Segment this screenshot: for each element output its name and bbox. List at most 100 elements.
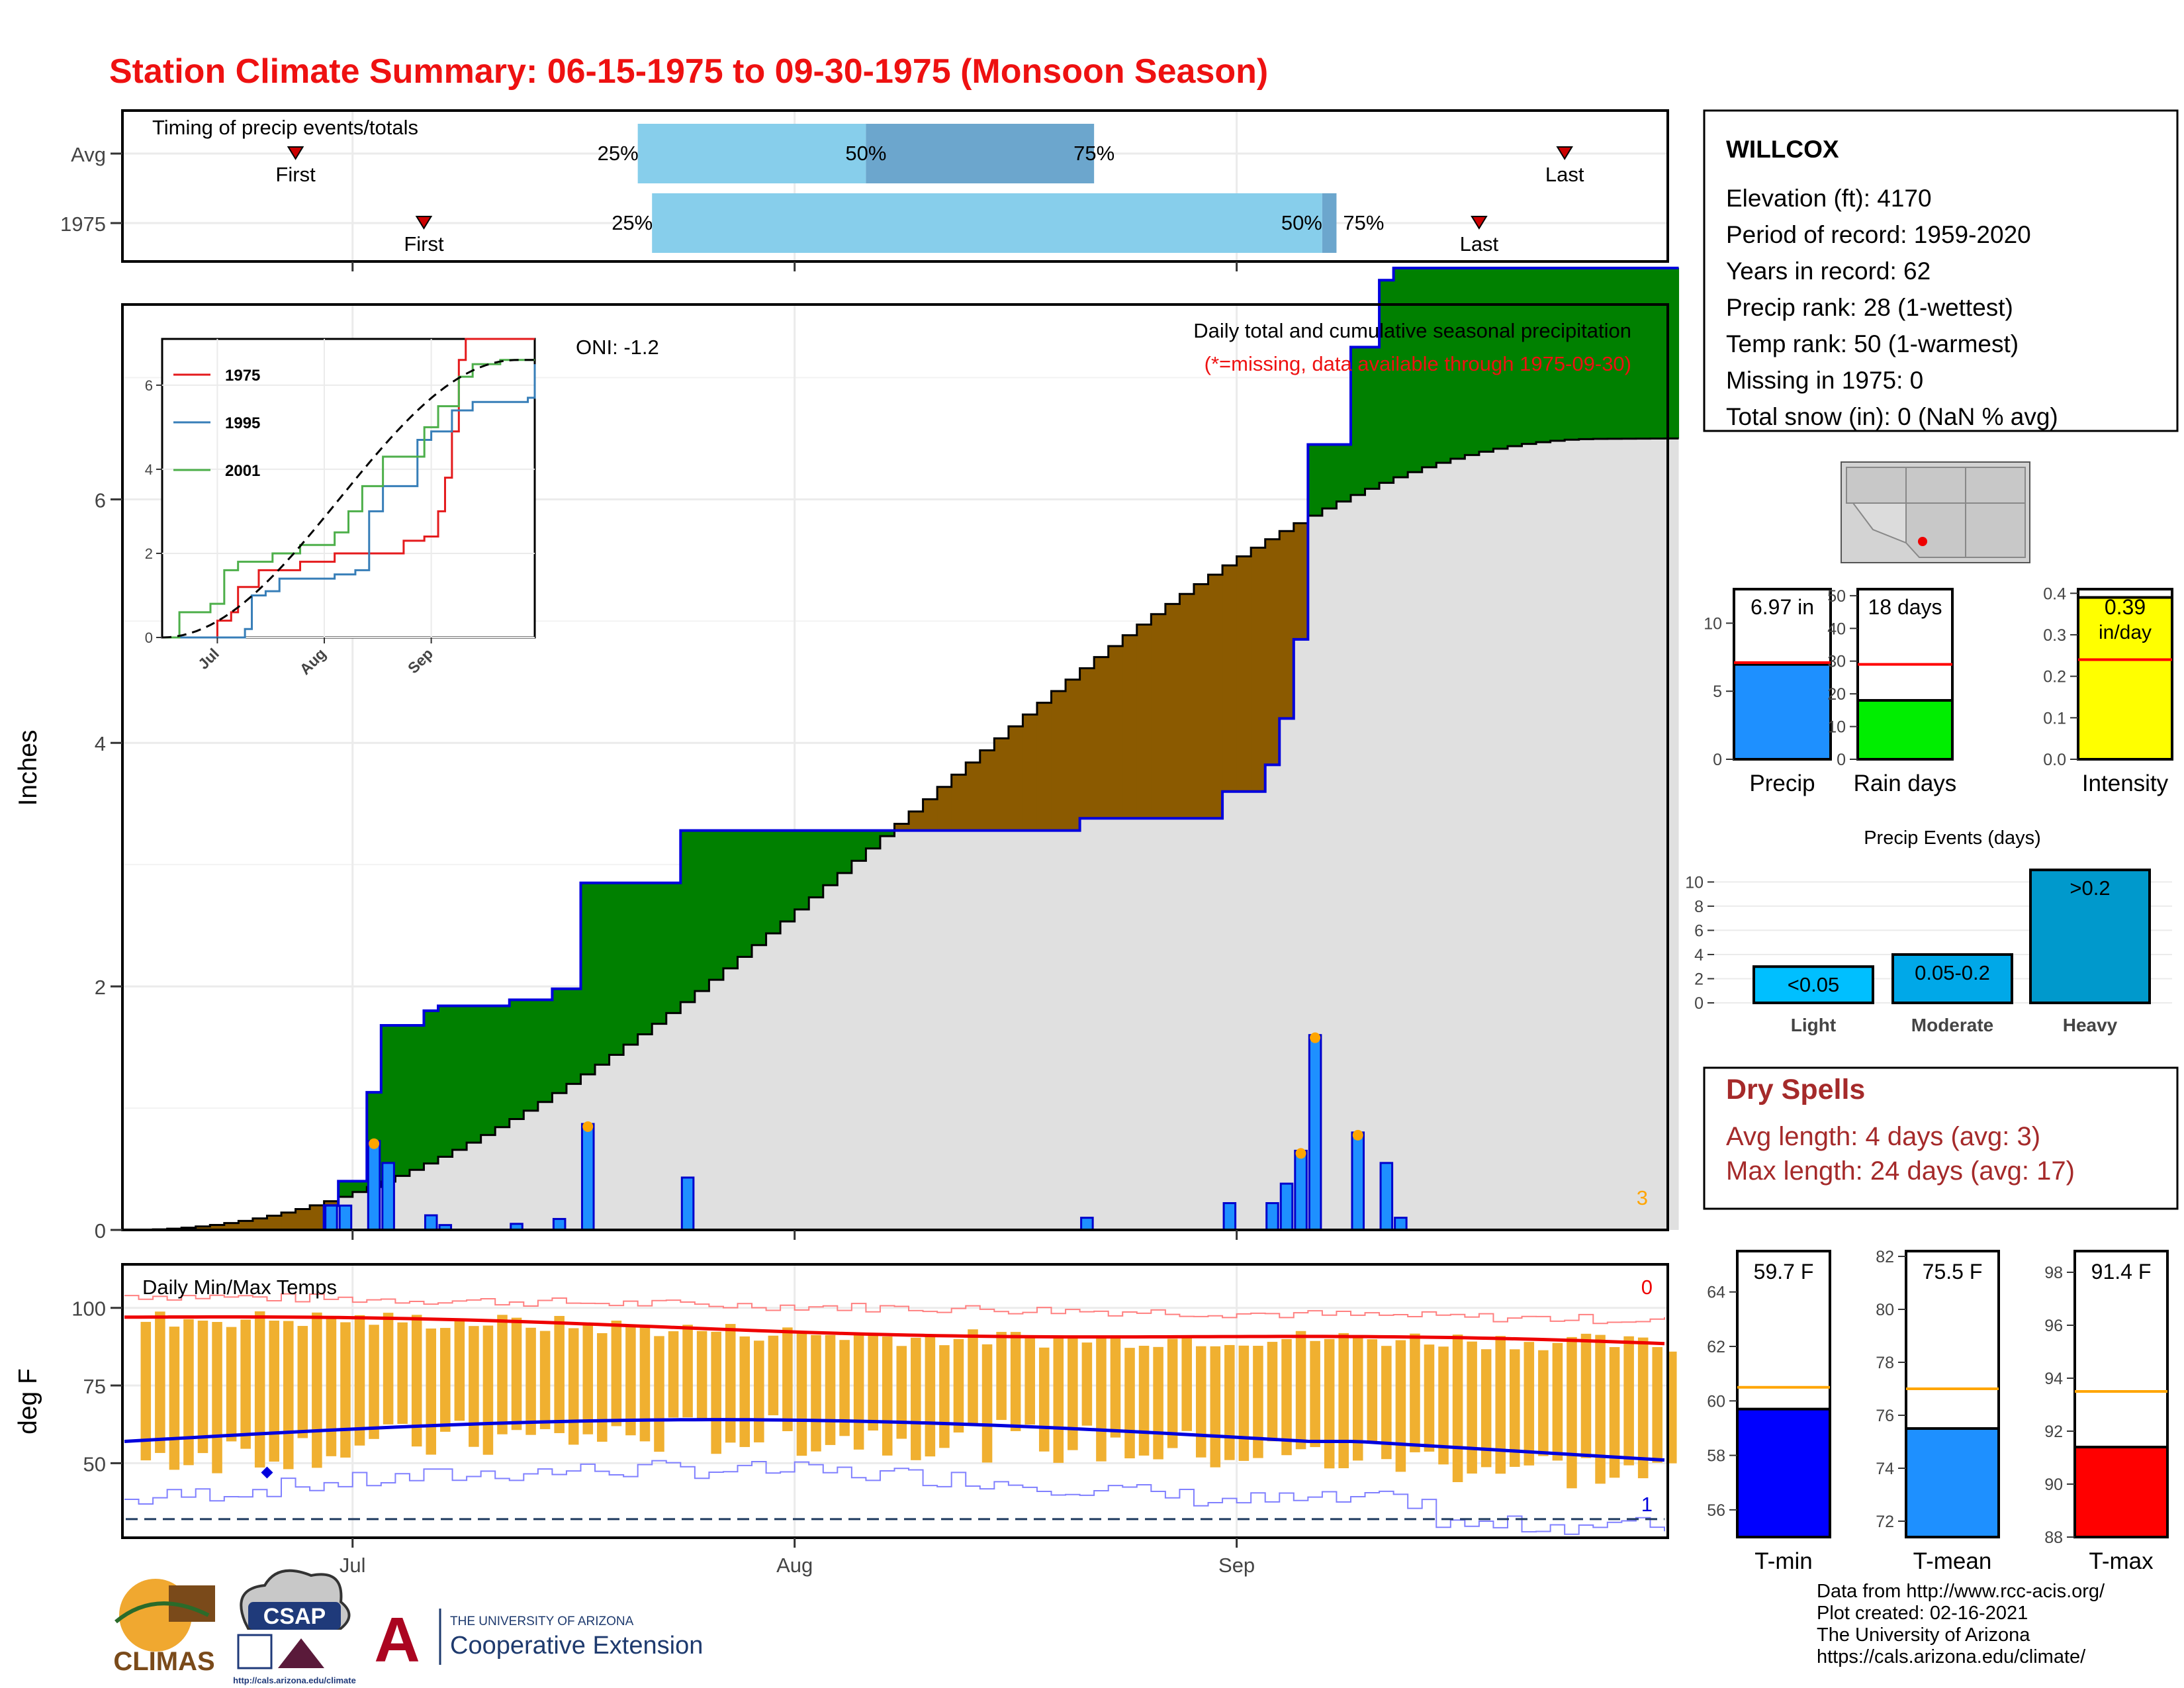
daily-temp-range-bar (582, 1324, 594, 1434)
deficit-area (1179, 594, 1195, 819)
panel-frame (121, 303, 1669, 1231)
daily-temp-range-bar (682, 1325, 693, 1418)
daily-temp-range-bar (1452, 1335, 1463, 1482)
daily-precip-bar (324, 1204, 338, 1231)
summary-value-label: 6.97 in (1751, 595, 1814, 619)
daily-temp-range-bar (312, 1312, 322, 1468)
avg-min-line (124, 1418, 1665, 1462)
daily-temp-range-bar (839, 1340, 850, 1436)
surplus-area (381, 1025, 396, 1182)
daily-temp-range-bar (169, 1327, 180, 1470)
summary-bar-name: Intensity (2082, 771, 2169, 796)
y-tick-label: 0 (95, 1219, 106, 1243)
record-marker (1352, 1129, 1363, 1141)
daily-temp-range-bar (1081, 1342, 1093, 1426)
avg-max-line (124, 1315, 1665, 1346)
surplus-area (1635, 267, 1651, 439)
daily-temp-range-bar (397, 1322, 408, 1424)
temp-tick-label: 62 (1707, 1338, 1725, 1356)
summary-value-label: 18 days (1868, 595, 1942, 619)
daily-temp-range-bar (725, 1324, 736, 1443)
credit-line: Plot created: 02-16-2021 (1817, 1603, 2028, 1624)
inset-y-tick: 6 (145, 377, 153, 394)
page-title: Station Climate Summary: 06-15-1975 to 0… (109, 52, 1268, 91)
surplus-area (1408, 267, 1423, 473)
daily-temp-range-bar (1637, 1337, 1649, 1479)
temp-tick-label: 74 (1876, 1460, 1894, 1478)
logos: CLIMAS CSAP http://cals.arizona.edu/climat… (113, 1569, 703, 1685)
daily-temp-range-bar (981, 1344, 993, 1463)
daily-temp-range-bar (426, 1328, 437, 1455)
temp-tick-label: 82 (1876, 1248, 1894, 1266)
daily-temp-range-bar (297, 1326, 308, 1438)
surplus-area (652, 882, 667, 1024)
p75-label: 75% (1073, 142, 1115, 165)
cumulative-1975-line (124, 266, 1679, 1231)
surplus-area (580, 882, 596, 1075)
daily-precip-bar (424, 1214, 438, 1231)
daily-temp-range-bar (1352, 1336, 1363, 1461)
quartile-bar-high (866, 124, 1095, 183)
surplus-area (666, 882, 681, 1013)
daily-temp-range-bar (782, 1327, 793, 1432)
record-marker (369, 1138, 380, 1149)
temp-bar-name: T-mean (1913, 1548, 1992, 1574)
daily-precip-bar (680, 1176, 695, 1231)
daily-temp-range-bar (326, 1318, 337, 1456)
inset-y-tick: 2 (145, 545, 153, 562)
daily-temp-range-bar (1410, 1333, 1420, 1452)
surplus-area (1650, 267, 1665, 439)
deficit-area (979, 750, 995, 831)
event-tick-label: 6 (1694, 921, 1704, 940)
daily-precip-bar (338, 1204, 353, 1231)
timing-row-label: 1975 (60, 212, 106, 236)
csap-logo-badge (248, 1602, 341, 1630)
surplus-area (737, 830, 752, 957)
deficit-area (1122, 635, 1138, 819)
surplus-area (1621, 267, 1637, 439)
station-frame (1703, 109, 2179, 432)
deficit-area (295, 1209, 310, 1230)
daily-temp-range-bar (1181, 1338, 1192, 1431)
station-info-line: Period of record: 1959-2020 (1726, 221, 2031, 248)
event-bar-label: >0.2 (2070, 876, 2110, 900)
timing-panel: Timing of precip events/totals Avg 25% 50% 7… (60, 109, 1669, 271)
station-info-line: Total snow (in): 0 (NaN % avg) (1726, 403, 2058, 430)
dry-spells-box: Dry Spells Avg length: 4 days (avg: 3) Max… (1703, 1066, 2179, 1210)
event-bar (1752, 965, 1874, 1005)
inset-series-line (162, 364, 536, 639)
csap-url: http://cals.arizona.edu/climate (233, 1675, 356, 1685)
daily-temp-range-bar (1338, 1333, 1349, 1468)
dry-spells-frame (1703, 1066, 2179, 1210)
daily-temp-range-bar (1138, 1346, 1150, 1456)
summary-tick-label: 0.2 (2043, 668, 2066, 686)
temp-tick-label: 94 (2044, 1370, 2063, 1388)
surplus-area (723, 830, 738, 968)
daily-temp-range-bar (1552, 1342, 1563, 1461)
daily-temp-range-bar (611, 1321, 622, 1427)
y-tick-label: 6 (95, 489, 106, 512)
surplus-area (609, 882, 624, 1055)
climas-logo-text: CLIMAS (113, 1647, 214, 1676)
daily-precip-bar (1308, 1034, 1322, 1231)
deficit-area (923, 799, 938, 831)
state-outline (1852, 502, 1907, 544)
surplus-area (1479, 267, 1494, 452)
climas-logo-swoosh (114, 1601, 210, 1624)
daily-temp-range-bar (482, 1325, 494, 1455)
x-tick-label: Sep (1218, 1554, 1255, 1577)
daily-temp-range-bar (696, 1331, 707, 1421)
surplus-area (409, 1025, 424, 1170)
deficit-area (324, 1201, 339, 1206)
daily-temp-range-bar (440, 1328, 451, 1432)
temp-tick-label: 98 (2044, 1264, 2063, 1282)
daily-temp-range-bar (1295, 1331, 1306, 1450)
daily-temp-range-bar (968, 1329, 978, 1425)
surplus-area (552, 988, 567, 1094)
surplus-area (1336, 444, 1351, 502)
timing-marker-label: First (275, 163, 316, 186)
surplus-area (1422, 267, 1437, 467)
daily-temp-range-bar (1124, 1348, 1135, 1459)
surplus-area (480, 1006, 496, 1135)
summary-tick-label: 30 (1827, 653, 1846, 671)
